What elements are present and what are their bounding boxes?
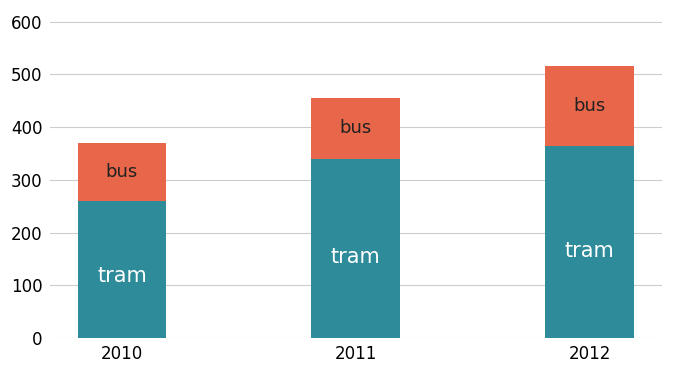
Text: tram: tram xyxy=(565,241,614,261)
Bar xyxy=(77,143,166,201)
Text: bus: bus xyxy=(106,163,138,181)
Bar xyxy=(545,145,634,338)
Bar xyxy=(312,159,400,338)
Bar xyxy=(545,67,634,145)
Text: bus: bus xyxy=(573,97,606,115)
Bar xyxy=(312,98,400,159)
Text: bus: bus xyxy=(340,119,372,137)
Text: tram: tram xyxy=(97,266,147,286)
Text: tram: tram xyxy=(331,247,381,267)
Bar xyxy=(77,201,166,338)
